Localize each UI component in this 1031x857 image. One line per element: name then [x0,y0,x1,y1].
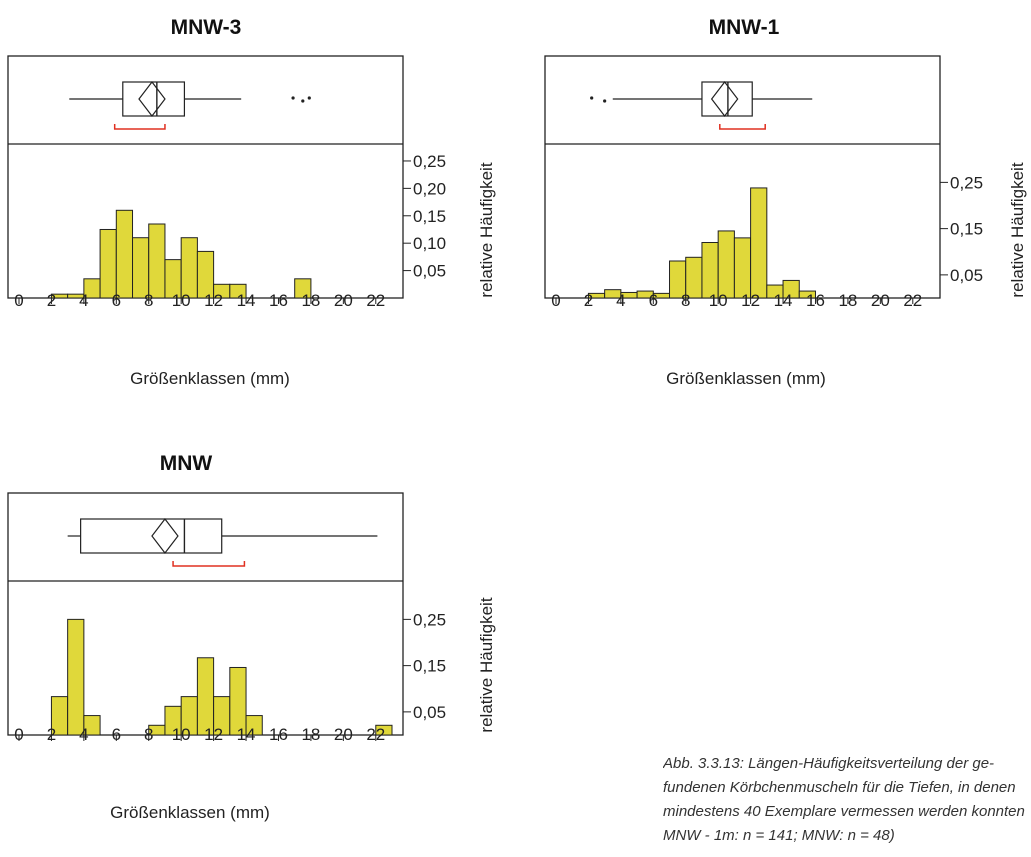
y-axis-label: relative Häufigkeit [477,597,496,732]
histogram-bar [294,278,312,299]
histogram-bar [83,715,101,736]
y-tick-label: 0,05 [950,266,983,285]
x-tick-label: 6 [112,291,121,310]
x-tick-label: 14 [774,291,793,310]
x-tick-label: 2 [47,291,56,310]
boxplot-mean-diamond [151,518,179,554]
x-tick-label: 20 [334,725,353,744]
y-tick-label: 0,25 [413,610,446,629]
chart-title: MNW-1 [709,16,780,39]
histogram-bar [180,237,198,299]
x-tick-label: 20 [871,291,890,310]
chart-title: MNW [160,452,213,475]
histogram-bar [798,290,816,299]
x-tick-label: 0 [14,291,23,310]
x-tick-label: 4 [79,725,88,744]
y-tick-label: 0,20 [413,179,446,198]
x-tick-label: 16 [806,291,825,310]
histogram-bar [733,237,752,299]
histogram-bar [115,209,134,299]
histogram-bar [701,242,719,299]
caption-line-4: MNW - 1m: n = 141; MNW: n = 48) [663,827,895,844]
histogram-bar [375,724,393,736]
y-tick-label: 0,10 [413,234,446,253]
x-tick-label: 10 [172,725,191,744]
x-tick-label: 20 [334,291,353,310]
histogram-bar [99,228,117,299]
y-tick-label: 0,25 [413,152,446,171]
x-tick-label: 18 [838,291,857,310]
x-tick-label: 6 [112,725,121,744]
x-tick-label: 18 [301,725,320,744]
y-tick-label: 0,25 [950,173,983,192]
x-tick-label: 8 [144,291,153,310]
x-tick-label: 0 [14,725,23,744]
y-tick-label: 0,05 [413,262,446,281]
chart-panel-3: MNW 0 2 4 6 8 10 12 14 16 18 20 22 0,05 0,15 0,25 Größen… [7,452,496,822]
boxplot-mean-diamond [710,81,739,117]
boxplot-outlier [291,96,295,100]
histogram-bar [750,187,768,299]
x-tick-label: 4 [79,291,88,310]
x-tick-label: 12 [741,291,760,310]
histogram-bar [782,279,800,299]
histogram-bar [148,223,166,299]
y-tick-label: 0,15 [950,220,983,239]
x-tick-label: 8 [144,725,153,744]
x-tick-label: 10 [709,291,728,310]
caption-line-3: mindestens 40 Exemplare vermessen werden… [663,803,1025,820]
y-tick-label: 0,15 [413,207,446,226]
histogram-bar [229,283,247,299]
boxplot-mean-diamond [138,81,166,117]
histogram-bar [229,666,247,736]
boxplot-outlier [590,96,594,100]
figure-caption: Abb. 3.3.13: Längen-Häufigkeitsverteilun… [663,752,1031,848]
histogram-bar [132,237,150,299]
x-tick-label: 6 [649,291,658,310]
boxplot-box [80,518,223,554]
histogram-bar [196,657,215,736]
x-tick-label: 4 [616,291,625,310]
chart-panel-1: MNW-3 0 2 4 6 8 10 12 14 16 18 20 22 0,05 0,10 0,15 0,20… [7,16,496,388]
boxplot-notch-bracket [719,124,766,130]
x-tick-label: 12 [204,291,223,310]
boxplot-notch-bracket [113,124,166,130]
boxplot-outlier [307,96,311,100]
y-axis-label: relative Häufigkeit [477,162,496,297]
boxplot-notch-bracket [172,561,246,567]
histogram-bar [717,230,735,299]
histogram-bar [196,250,215,299]
x-tick-label: 14 [237,725,256,744]
x-tick-label: 22 [366,291,385,310]
x-tick-label: 10 [172,291,191,310]
boxplot-box [701,81,753,117]
y-axis-label: relative Häufigkeit [1008,162,1027,297]
x-tick-label: 16 [269,291,288,310]
x-tick-label: 8 [681,291,690,310]
y-tick-label: 0,15 [413,657,446,676]
y-tick-label: 0,05 [413,703,446,722]
x-tick-label: 16 [269,725,288,744]
caption-line-2: fundenen Körbchenmuscheln für die Tiefen… [663,779,1016,796]
x-axis-label: Größenklassen (mm) [110,803,270,822]
chart-panel-2: MNW-1 0 2 4 6 8 10 12 14 16 18 20 22 0,05 0,15 0,25 Größ… [544,16,1027,388]
x-axis-label: Größenklassen (mm) [666,369,826,388]
boxplot-outlier [603,99,607,103]
histogram-bar [67,618,85,736]
x-tick-label: 12 [204,725,223,744]
x-tick-label: 2 [47,725,56,744]
x-tick-label: 0 [551,291,560,310]
boxplot-outlier [301,99,305,103]
x-axis-label: Größenklassen (mm) [130,369,290,388]
chart-title: MNW-3 [171,16,242,39]
x-tick-label: 22 [903,291,922,310]
x-tick-label: 2 [584,291,593,310]
histogram-bar [245,715,263,736]
x-tick-label: 18 [301,291,320,310]
caption-line-1: Abb. 3.3.13: Längen-Häufigkeitsverteilun… [663,755,995,772]
boxplot-box [122,81,186,117]
x-tick-label: 22 [366,725,385,744]
x-tick-label: 14 [237,291,256,310]
